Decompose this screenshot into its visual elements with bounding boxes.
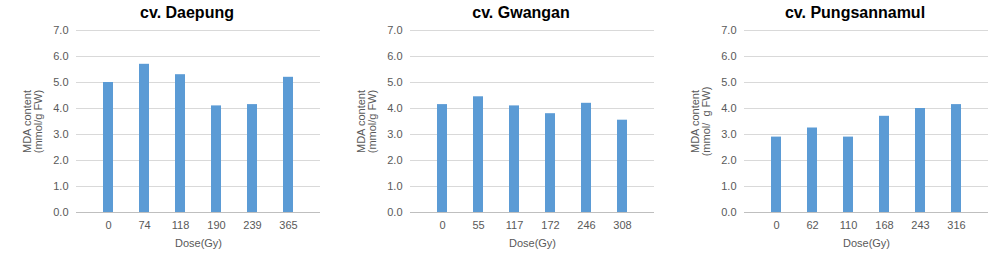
svg-text:0.0: 0.0 bbox=[387, 206, 402, 218]
svg-text:5.0: 5.0 bbox=[387, 76, 402, 88]
svg-text:MDA content(mmol/ g FW): MDA content(mmol/ g FW) bbox=[689, 87, 712, 157]
html-text:cv. Pungsannamul: cv. Pungsannamul bbox=[784, 4, 926, 21]
svg-text:5.0: 5.0 bbox=[721, 76, 736, 88]
svg-text:2.0: 2.0 bbox=[721, 154, 736, 166]
svg-text:MDA content(mmol/g FW): MDA content(mmol/g FW) bbox=[21, 90, 44, 154]
svg-text:2.0: 2.0 bbox=[387, 154, 402, 166]
svg-text:7.0: 7.0 bbox=[721, 26, 736, 36]
svg-text:4.0: 4.0 bbox=[53, 102, 68, 114]
svg-text:190: 190 bbox=[207, 219, 225, 231]
svg-text:118: 118 bbox=[172, 219, 190, 231]
svg-text:5.0: 5.0 bbox=[53, 76, 68, 88]
svg-text:Dose(Gy): Dose(Gy) bbox=[509, 237, 556, 249]
svg-text:0: 0 bbox=[439, 219, 445, 231]
svg-text:168: 168 bbox=[875, 219, 893, 231]
svg-text:6.0: 6.0 bbox=[387, 50, 402, 62]
svg-text:2.0: 2.0 bbox=[53, 154, 68, 166]
svg-text:7.0: 7.0 bbox=[53, 26, 68, 36]
svg-text:0: 0 bbox=[105, 219, 111, 231]
svg-text:0: 0 bbox=[773, 219, 779, 231]
svg-text:172: 172 bbox=[541, 219, 559, 231]
svg-text:110: 110 bbox=[840, 219, 858, 231]
svg-text:3.0: 3.0 bbox=[721, 128, 736, 140]
svg-text:62: 62 bbox=[806, 219, 818, 231]
svg-text:Dose(Gy): Dose(Gy) bbox=[175, 237, 222, 249]
svg-text:4.0: 4.0 bbox=[387, 102, 402, 114]
svg-text:246: 246 bbox=[577, 219, 595, 231]
svg-text:74: 74 bbox=[138, 219, 150, 231]
svg-text:3.0: 3.0 bbox=[387, 128, 402, 140]
svg-text:365: 365 bbox=[279, 219, 297, 231]
svg-text:Dose(Gy): Dose(Gy) bbox=[843, 237, 890, 249]
svg-text:117: 117 bbox=[506, 219, 524, 231]
svg-text:308: 308 bbox=[613, 219, 631, 231]
svg-text:MDA content(mmol/g FW): MDA content(mmol/g FW) bbox=[355, 90, 378, 154]
svg-text:55: 55 bbox=[472, 219, 484, 231]
svg-text:4.0: 4.0 bbox=[721, 102, 736, 114]
svg-text:239: 239 bbox=[243, 219, 261, 231]
svg-text:3.0: 3.0 bbox=[53, 128, 68, 140]
svg-text:7.0: 7.0 bbox=[387, 26, 402, 36]
svg-text:0.0: 0.0 bbox=[53, 206, 68, 218]
svg-text:243: 243 bbox=[911, 219, 929, 231]
html-text:cv. Daepung: cv. Daepung bbox=[140, 4, 234, 21]
svg-text:0.0: 0.0 bbox=[721, 206, 736, 218]
svg-text:1.0: 1.0 bbox=[387, 180, 402, 192]
svg-text:316: 316 bbox=[947, 219, 965, 231]
svg-text:1.0: 1.0 bbox=[721, 180, 736, 192]
svg-text:1.0: 1.0 bbox=[53, 180, 68, 192]
svg-text:6.0: 6.0 bbox=[53, 50, 68, 62]
svg-text:6.0: 6.0 bbox=[721, 50, 736, 62]
html-text:cv. Gwangan: cv. Gwangan bbox=[472, 4, 570, 21]
